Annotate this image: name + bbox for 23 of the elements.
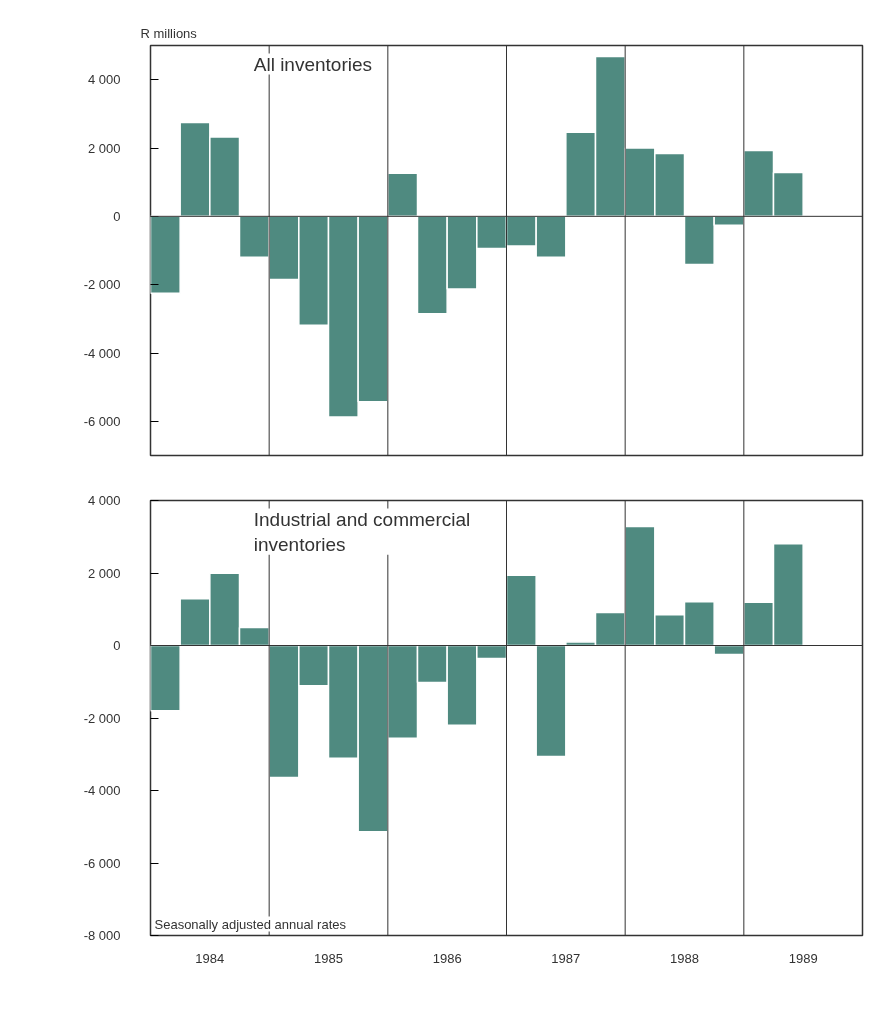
- x-tick-label: 1986: [432, 950, 462, 966]
- y-tick-label: 2 000: [87, 140, 121, 156]
- y-tick-label: 2 000: [87, 565, 121, 581]
- y-tick-label: -4 000: [83, 783, 121, 798]
- x-tick-label: 1984: [195, 950, 225, 966]
- y-tick-label: 4 000: [87, 493, 121, 508]
- y-tick-label: -6 000: [83, 413, 121, 429]
- chart-title: All inventories: [253, 53, 373, 75]
- y-tick-label: -2 000: [83, 710, 121, 726]
- y-tick-label: -4 000: [83, 345, 121, 361]
- x-tick-label: 1987: [551, 950, 581, 966]
- x-tick-label: 1988: [670, 950, 699, 966]
- y-tick-label: 0: [113, 208, 121, 224]
- x-tick-label: 1985: [314, 950, 343, 966]
- y-tick-label: 0: [113, 638, 121, 653]
- text: Industrial and commercial inventories: [253, 508, 471, 555]
- y-axis-title: R millions: [140, 25, 198, 41]
- x-tick-label: 1989: [788, 950, 818, 966]
- y-tick-label: -6 000: [83, 855, 121, 871]
- annotation: Seasonally adjusted annual rates: [154, 916, 347, 932]
- y-tick-label: -8 000: [83, 928, 121, 943]
- y-tick-label: 4 000: [87, 72, 121, 88]
- y-tick-label: -2 000: [83, 277, 121, 293]
